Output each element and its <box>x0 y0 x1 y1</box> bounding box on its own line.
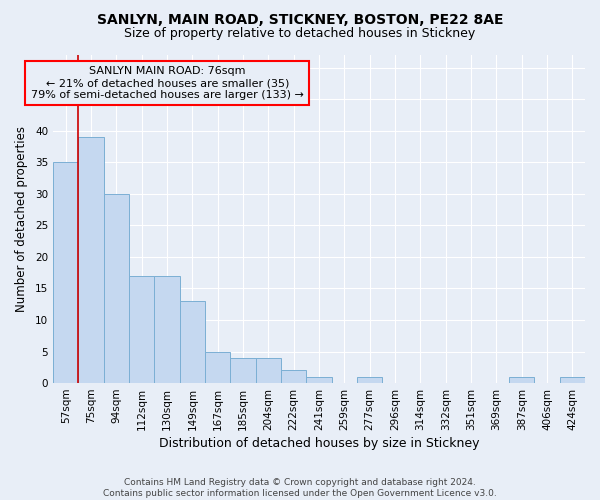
Bar <box>357 377 382 383</box>
Bar <box>129 276 154 383</box>
Bar <box>307 377 332 383</box>
X-axis label: Distribution of detached houses by size in Stickney: Distribution of detached houses by size … <box>159 437 479 450</box>
Bar <box>180 301 205 383</box>
Bar <box>79 137 104 383</box>
Bar <box>154 276 180 383</box>
Text: SANLYN MAIN ROAD: 76sqm
← 21% of detached houses are smaller (35)
79% of semi-de: SANLYN MAIN ROAD: 76sqm ← 21% of detache… <box>31 66 304 100</box>
Bar <box>256 358 281 383</box>
Bar <box>281 370 307 383</box>
Y-axis label: Number of detached properties: Number of detached properties <box>15 126 28 312</box>
Bar <box>509 377 535 383</box>
Bar <box>560 377 585 383</box>
Text: Contains HM Land Registry data © Crown copyright and database right 2024.
Contai: Contains HM Land Registry data © Crown c… <box>103 478 497 498</box>
Text: Size of property relative to detached houses in Stickney: Size of property relative to detached ho… <box>124 28 476 40</box>
Bar <box>53 162 79 383</box>
Bar <box>104 194 129 383</box>
Bar <box>205 352 230 383</box>
Text: SANLYN, MAIN ROAD, STICKNEY, BOSTON, PE22 8AE: SANLYN, MAIN ROAD, STICKNEY, BOSTON, PE2… <box>97 12 503 26</box>
Bar <box>230 358 256 383</box>
